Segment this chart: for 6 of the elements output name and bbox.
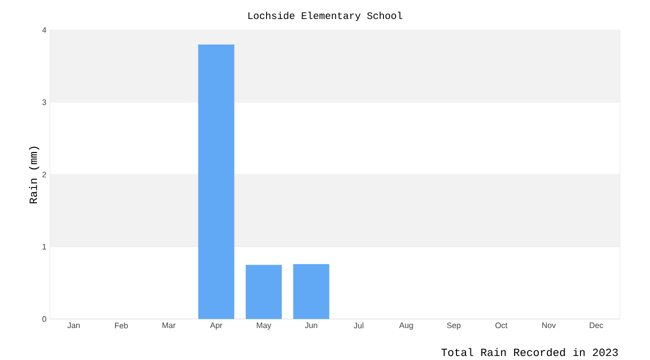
x-axis-title: Total Rain Recorded in 2023 xyxy=(441,348,618,356)
bar xyxy=(293,264,330,319)
y-axis-title: Rain (mm) xyxy=(28,146,40,204)
chart-title: Lochside Elementary School xyxy=(248,12,402,22)
bar xyxy=(246,264,282,319)
bar xyxy=(198,44,234,319)
